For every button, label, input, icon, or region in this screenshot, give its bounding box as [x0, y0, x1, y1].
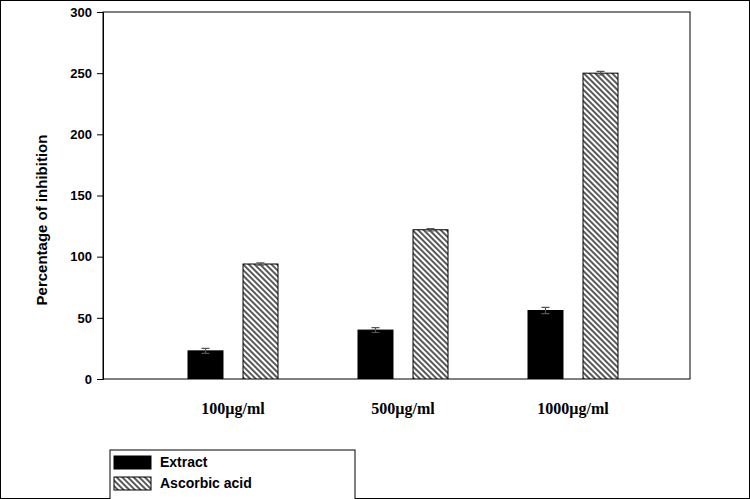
y-tick: 50 — [78, 310, 103, 325]
error-bar — [257, 263, 265, 265]
y-tick-label: 50 — [78, 310, 92, 325]
chart: 0 50 100 150 200 250 300 100µg/ml 500µg/ml 1000µg… — [0, 0, 750, 499]
error-bar — [597, 71, 605, 75]
y-tick-label: 200 — [70, 127, 92, 142]
y-tick: 0 — [85, 372, 103, 387]
y-tick-label: 100 — [70, 249, 92, 264]
y-axis: 0 50 100 150 200 250 300 — [70, 5, 103, 387]
x-tick: 100µg/ml — [201, 400, 265, 418]
x-tick-label: 1000µg/ml — [537, 400, 609, 418]
y-tick: 100 — [70, 249, 103, 264]
error-bar — [541, 307, 549, 313]
bar — [243, 264, 278, 379]
legend-label: Ascorbic acid — [160, 475, 252, 491]
bar — [188, 351, 223, 379]
y-tick-mark — [97, 318, 103, 319]
x-tick: 500µg/ml — [371, 400, 435, 418]
bar — [528, 310, 563, 379]
y-axis-title: Percentage of inhibition — [33, 135, 50, 306]
x-tick-label: 100µg/ml — [201, 400, 265, 418]
error-bar — [201, 348, 209, 353]
legend-box — [110, 450, 355, 499]
bars — [188, 71, 618, 379]
y-tick-label: 0 — [85, 372, 92, 387]
y-tick-label: 300 — [70, 5, 92, 20]
y-tick: 250 — [70, 66, 103, 81]
error-bar — [371, 328, 379, 333]
y-tick-label: 150 — [70, 188, 92, 203]
y-tick-mark — [97, 257, 103, 258]
bar — [358, 330, 393, 379]
y-tick-mark — [97, 134, 103, 135]
y-tick-mark — [97, 196, 103, 197]
x-tick: 1000µg/ml — [537, 400, 609, 418]
legend-swatch — [114, 477, 151, 490]
figure-border — [1, 1, 750, 499]
error-bar — [427, 229, 435, 231]
y-tick: 200 — [70, 127, 103, 142]
legend-label: Extract — [160, 454, 208, 470]
y-tick-label: 250 — [70, 66, 92, 81]
legend: Extract Ascorbic acid — [110, 450, 355, 499]
bar — [583, 73, 618, 379]
y-tick-mark — [97, 379, 103, 380]
y-tick: 150 — [70, 188, 103, 203]
x-axis: 100µg/ml 500µg/ml 1000µg/ml — [201, 400, 609, 418]
x-tick-label: 500µg/ml — [371, 400, 435, 418]
plot-frame — [103, 12, 690, 379]
y-tick-mark — [97, 73, 103, 74]
y-tick: 300 — [70, 5, 103, 20]
y-axis-line — [97, 13, 104, 380]
legend-swatch — [114, 456, 151, 469]
bar — [413, 230, 448, 379]
y-tick-mark — [97, 12, 103, 13]
